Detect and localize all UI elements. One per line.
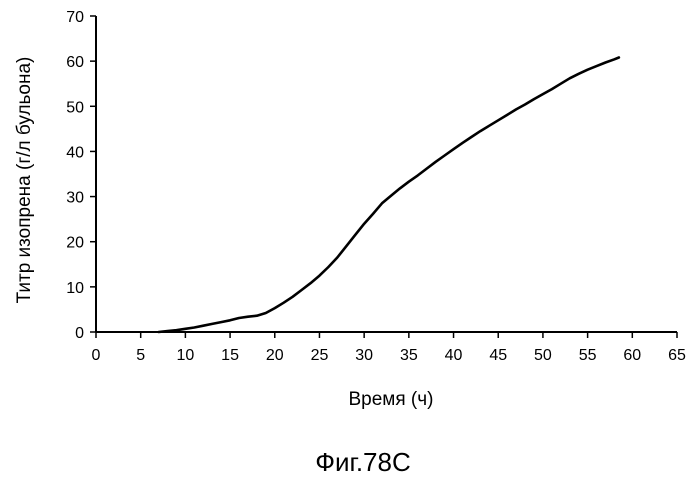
x-tick-label: 30 (355, 347, 373, 364)
y-tick-label: 40 (66, 144, 84, 161)
y-tick-label: 0 (75, 325, 84, 342)
y-tick-label: 70 (66, 9, 84, 26)
y-tick-label: 50 (66, 99, 84, 116)
x-tick-label: 55 (579, 347, 597, 364)
y-tick-label: 30 (66, 190, 84, 207)
x-tick-label: 0 (92, 347, 101, 364)
y-axis-title: Титр изопрена (г/л бульона) (14, 57, 35, 304)
x-tick-label: 10 (176, 347, 194, 364)
y-ticks: 0 10 20 30 40 50 60 70 (66, 9, 96, 342)
y-tick-label: 10 (66, 280, 84, 297)
x-tick-label: 15 (221, 347, 239, 364)
x-tick-label: 35 (400, 347, 418, 364)
x-tick-label: 5 (136, 347, 145, 364)
x-tick-label: 65 (668, 347, 686, 364)
x-tick-label: 25 (311, 347, 329, 364)
y-tick-label: 60 (66, 54, 84, 71)
x-tick-label: 20 (266, 347, 284, 364)
series-line (159, 58, 619, 333)
x-tick-label: 50 (534, 347, 552, 364)
figure-caption: Фиг.78C (315, 447, 411, 477)
x-tick-label: 40 (445, 347, 463, 364)
series-group (159, 58, 619, 333)
y-tick-label: 20 (66, 235, 84, 252)
x-tick-label: 60 (623, 347, 641, 364)
x-ticks: 0 5 10 15 20 25 30 35 40 45 50 55 60 65 (92, 332, 686, 364)
x-tick-label: 45 (489, 347, 507, 364)
axes (96, 16, 677, 332)
x-axis-title: Время (ч) (349, 389, 434, 410)
